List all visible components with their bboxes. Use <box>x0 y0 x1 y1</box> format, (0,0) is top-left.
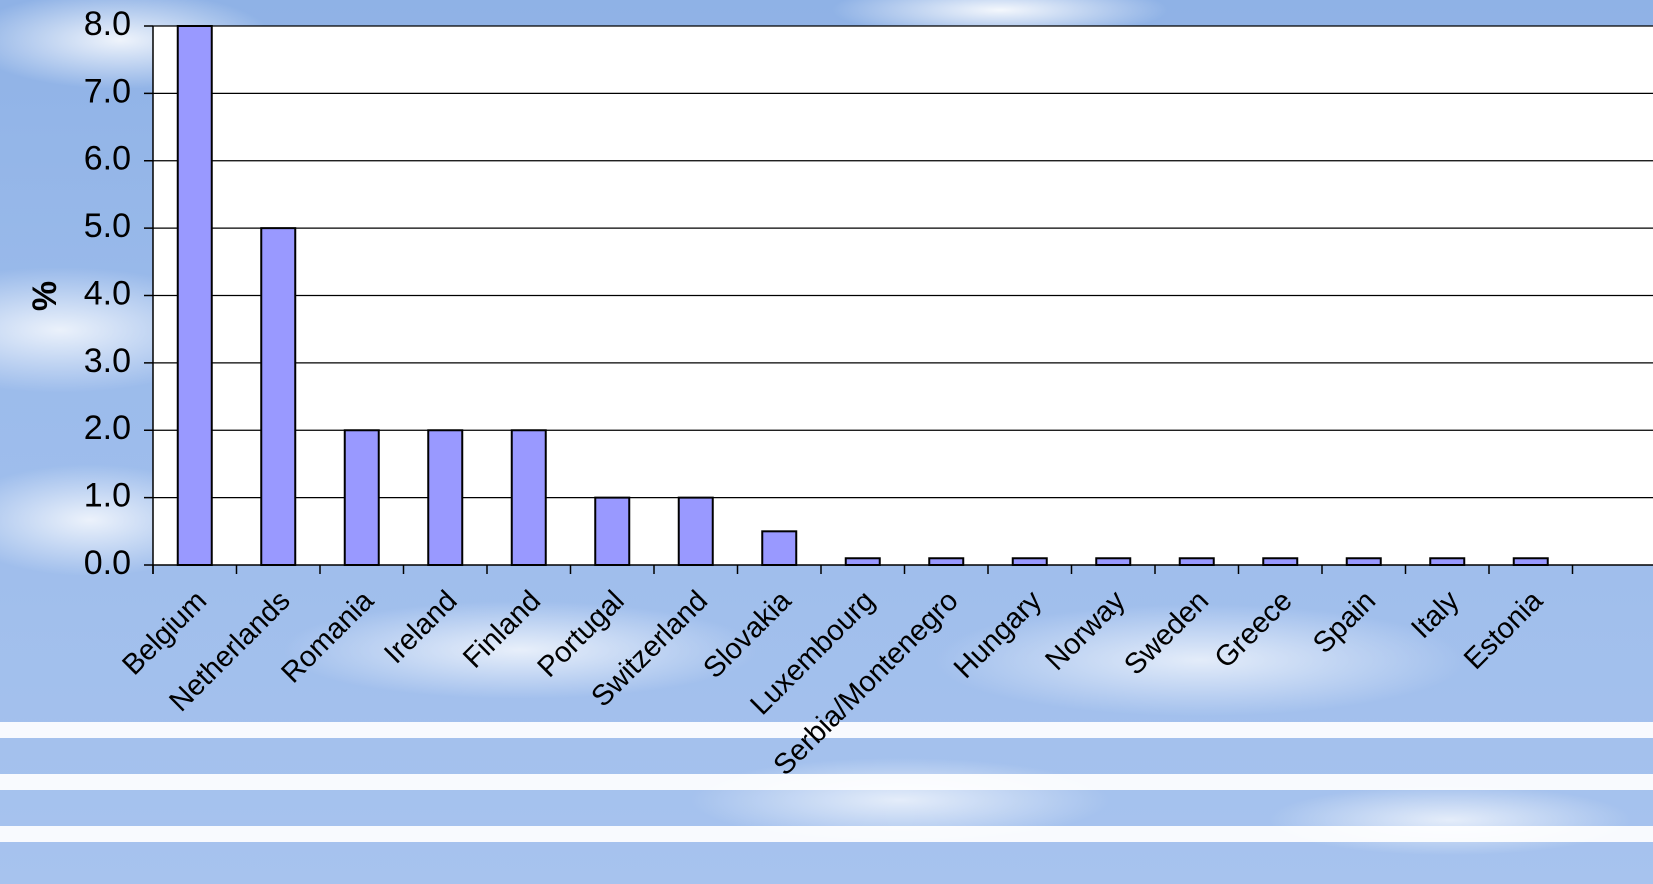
y-tick-label: 6.0 <box>84 140 131 178</box>
x-category-label: Sweden <box>1118 585 1215 682</box>
bar <box>1095 557 1132 567</box>
y-tick-label: 2.0 <box>84 409 131 447</box>
y-tick-label: 3.0 <box>84 342 131 380</box>
bar <box>1178 557 1215 567</box>
y-axis-title: % <box>26 281 64 311</box>
background-stripe-2 <box>0 774 1653 790</box>
bar <box>176 25 213 566</box>
bar <box>844 557 881 567</box>
x-category-label: Norway <box>1039 584 1131 676</box>
x-category-label: Estonia <box>1458 584 1550 676</box>
y-tick-label: 7.0 <box>84 72 131 110</box>
background-stripe-1 <box>0 722 1653 738</box>
x-category-label: Greece <box>1209 585 1299 675</box>
axes <box>144 25 1653 574</box>
y-tick-label: 1.0 <box>84 477 131 515</box>
bars <box>176 25 1549 567</box>
bar <box>510 429 547 566</box>
bar <box>1345 557 1382 567</box>
bar <box>260 227 297 566</box>
bar <box>1429 557 1466 567</box>
x-category-label: Ireland <box>378 585 463 670</box>
y-tick-label: 5.0 <box>84 207 131 245</box>
y-tick-label: 4.0 <box>84 274 131 312</box>
x-category-label: Romania <box>275 584 380 689</box>
y-tick-label: 0.0 <box>84 544 131 582</box>
bar <box>761 530 798 566</box>
x-category-label: Hungary <box>948 584 1048 684</box>
background-stripe-3 <box>0 826 1653 842</box>
grid-lines <box>153 25 1653 499</box>
bar <box>427 429 464 566</box>
bar <box>594 496 631 566</box>
bar <box>677 496 714 566</box>
bar <box>343 429 380 566</box>
bar <box>1262 557 1299 567</box>
x-category-label: Spain <box>1307 585 1382 660</box>
x-category-label: Italy <box>1405 584 1466 645</box>
y-tick-label: 8.0 <box>84 5 131 43</box>
bar <box>1512 557 1549 567</box>
bar <box>928 557 965 567</box>
bar <box>1011 557 1048 567</box>
